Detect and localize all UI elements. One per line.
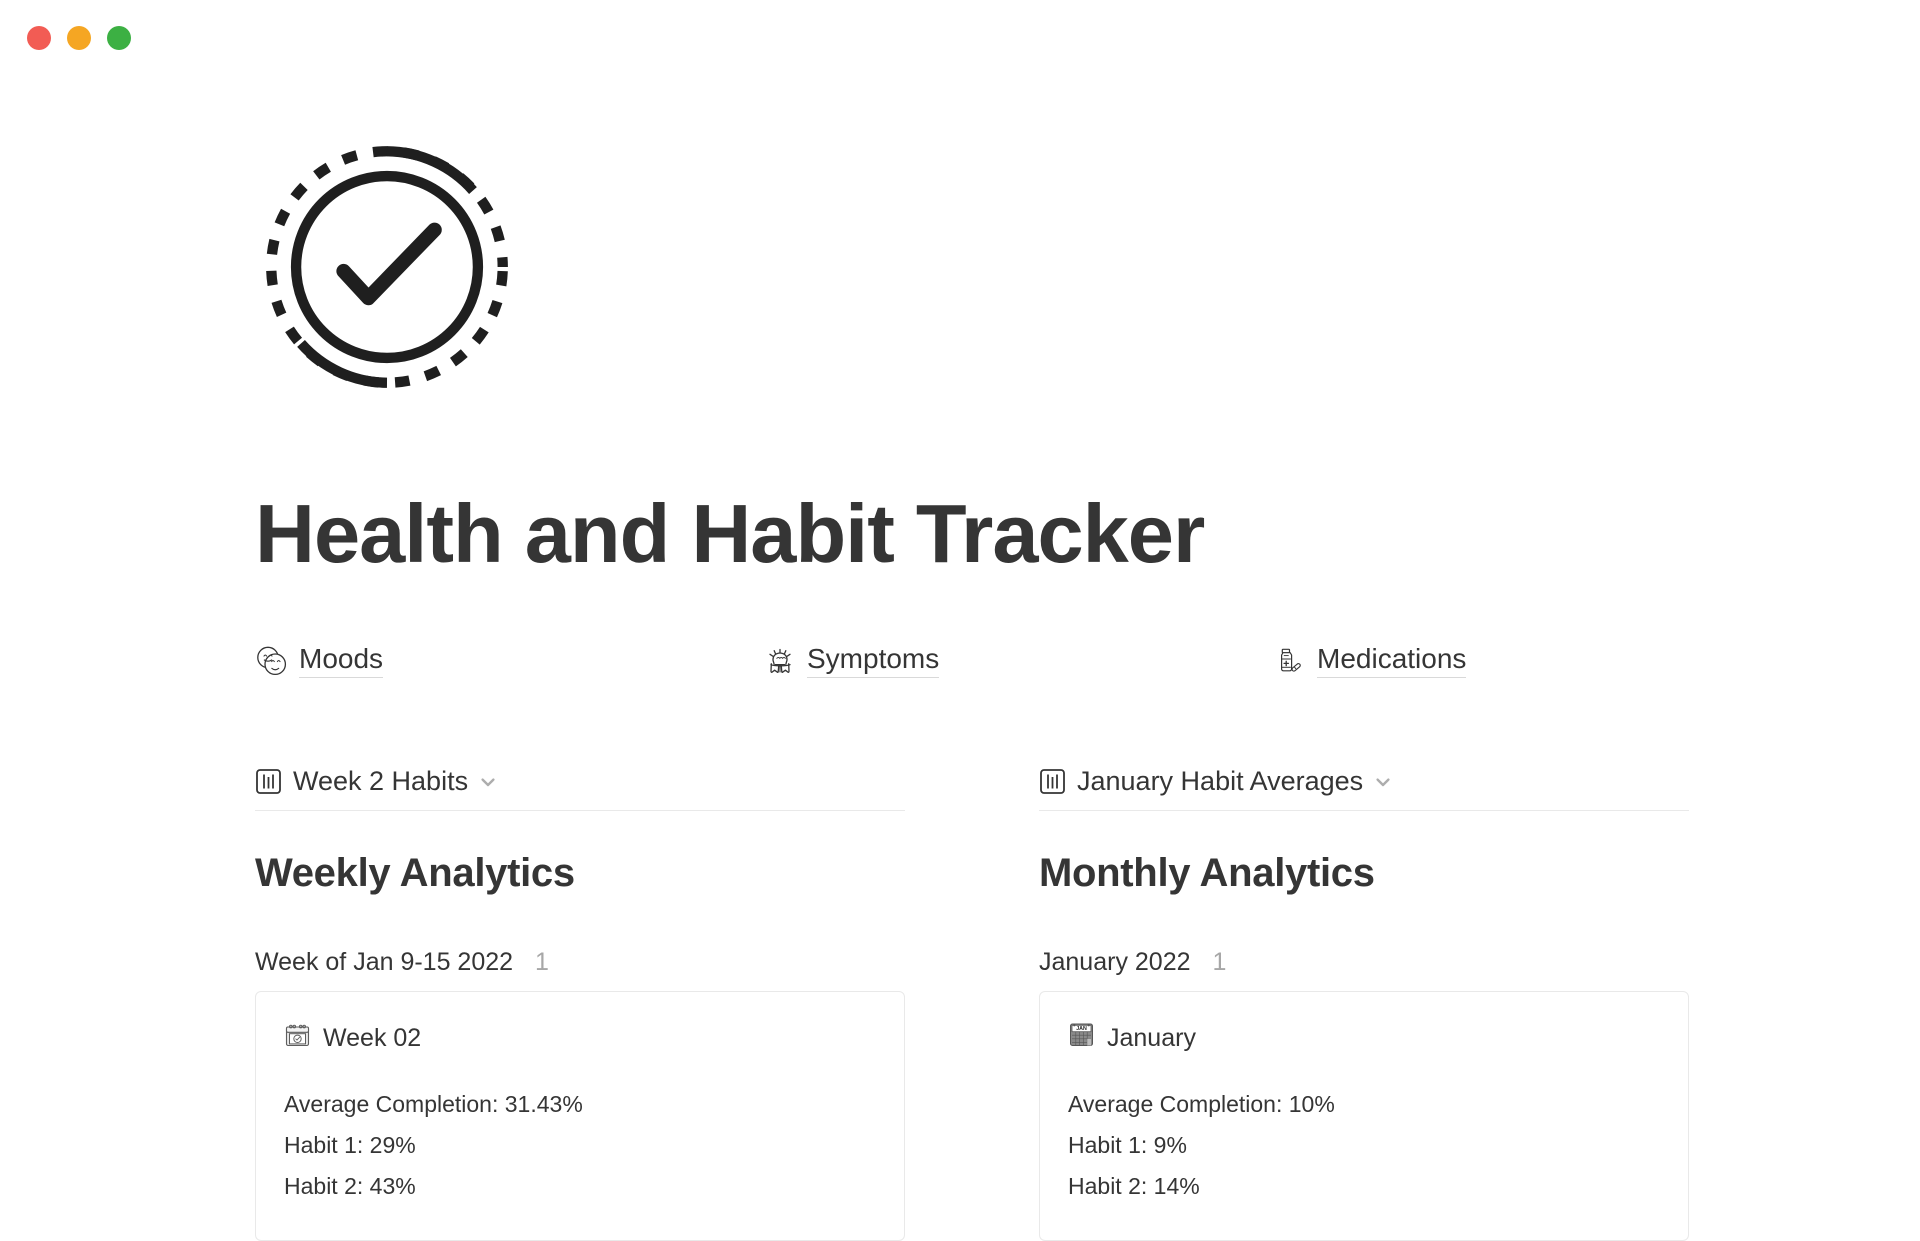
svg-text:JAN: JAN <box>1076 1027 1087 1033</box>
